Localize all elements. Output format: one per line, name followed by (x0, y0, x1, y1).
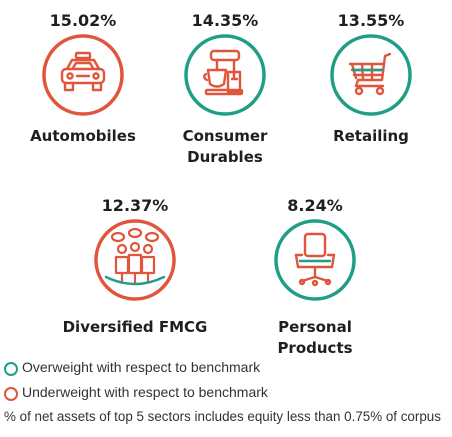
sector-name-line: Durables (187, 148, 263, 166)
footnote: % of net assets of top 5 sectors include… (4, 409, 441, 424)
sector-name-line: Retailing (333, 127, 409, 145)
sector-name-line: Diversified FMCG (62, 318, 208, 336)
sector-name-line: Personal Products (277, 318, 353, 357)
shopping-cart-icon (330, 34, 412, 116)
sector-name: Diversified FMCG (60, 317, 210, 338)
sector-consumer-durables: 14.35% Consumer Durables (150, 10, 300, 168)
chair-icon (274, 219, 356, 301)
sector-name: Consumer Durables (150, 126, 300, 168)
sector-diversified-fmcg: 12.37% Diversified FMCG (60, 195, 210, 338)
sector-name-line: Consumer (182, 127, 268, 145)
sector-personal-products: 8.24% Personal Products (240, 195, 390, 359)
sector-name: Automobiles (8, 126, 158, 147)
sector-automobiles: 15.02% Automobiles (8, 10, 158, 147)
legend-label: Underweight with respect to benchmark (22, 384, 268, 400)
legend-underweight: Underweight with respect to benchmark (4, 382, 268, 402)
sector-percentage: 13.55% (337, 11, 405, 30)
mixer-icon (184, 34, 266, 116)
sector-retailing: 13.55% Retailing (296, 10, 446, 147)
car-icon (42, 34, 124, 116)
overweight-circle-icon (4, 362, 18, 376)
sector-name: Retailing (296, 126, 446, 147)
sector-percentage: 14.35% (191, 11, 259, 30)
legend-label: Overweight with respect to benchmark (22, 359, 261, 375)
legend-overweight: Overweight with respect to benchmark (4, 357, 260, 377)
sector-percentage: 15.02% (49, 11, 117, 30)
sector-percentage: 12.37% (101, 196, 169, 215)
sector-name: Personal Products (240, 317, 390, 359)
consumers-icon (94, 219, 176, 301)
sector-name-line: Automobiles (30, 127, 136, 145)
sector-percentage: 8.24% (287, 196, 343, 215)
underweight-circle-icon (4, 387, 18, 401)
